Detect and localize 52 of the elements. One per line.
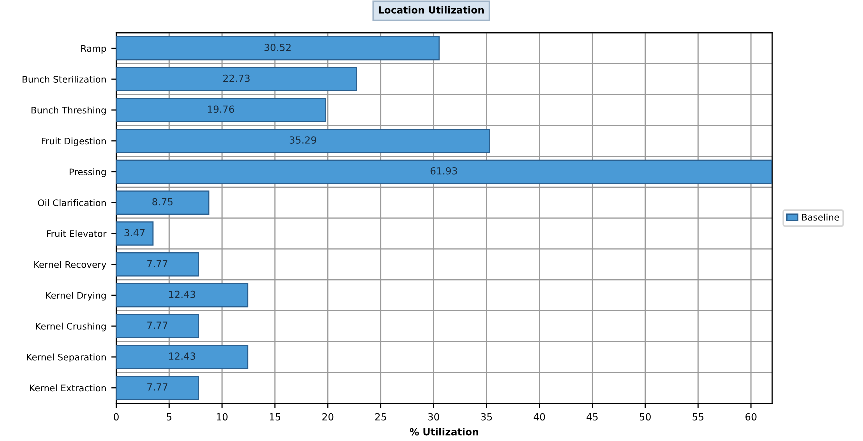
x-tick-label: 55 xyxy=(692,414,704,421)
data-label: 8.75 xyxy=(152,198,173,206)
x-tick-label: 60 xyxy=(746,413,757,421)
y-tick-label: Kernel Crushing xyxy=(36,322,106,332)
x-tick-label: 10 xyxy=(217,413,228,421)
x-tick-label: 5 xyxy=(167,414,172,421)
bar xyxy=(116,345,249,370)
bar xyxy=(116,67,358,92)
bar xyxy=(116,160,772,184)
y-tick-label: Fruit Elevator xyxy=(47,230,107,238)
bar xyxy=(116,252,200,277)
y-tick-label: Fruit Digestion xyxy=(42,138,106,146)
bar xyxy=(116,283,249,308)
x-tick-label: 45 xyxy=(586,414,598,421)
bar xyxy=(116,36,440,61)
bar xyxy=(116,222,154,246)
x-tick-label: 30 xyxy=(428,413,440,421)
x-tick-label: 50 xyxy=(640,413,651,421)
data-label: 7.77 xyxy=(148,260,168,268)
data-label: 19.76 xyxy=(208,106,234,114)
bar xyxy=(116,376,200,400)
y-tick-label: Kernel Separation xyxy=(27,354,106,363)
bar xyxy=(116,128,490,154)
y-tick-label: Kernel Extraction xyxy=(30,384,106,392)
bar xyxy=(116,98,326,122)
legend-label: Baseline xyxy=(802,214,840,221)
x-tick-label: 25 xyxy=(376,413,386,421)
chart-title: Location Utilization xyxy=(379,6,484,14)
data-label: 35.29 xyxy=(290,136,316,144)
y-tick-label: Bunch Threshing xyxy=(32,106,106,116)
y-tick-label: Kernel Recovery xyxy=(34,261,107,270)
y-tick-label: Ramp xyxy=(82,45,106,54)
y-tick-label: Kernel Drying xyxy=(46,292,106,301)
data-label: 30.52 xyxy=(264,44,291,52)
data-label: 12.43 xyxy=(169,290,196,298)
data-label: 61.93 xyxy=(430,167,458,175)
x-tick-label: 20 xyxy=(322,413,334,421)
y-tick-label: Bunch Sterilization xyxy=(22,76,106,83)
x-tick-label: 35 xyxy=(481,413,492,421)
data-label: 7.77 xyxy=(148,384,168,391)
data-label: 7.77 xyxy=(148,322,168,330)
y-tick-label: Pressing xyxy=(70,168,106,178)
data-label: 22.73 xyxy=(224,74,250,82)
data-label: 3.47 xyxy=(124,229,145,237)
data-label: 12.43 xyxy=(169,352,196,360)
y-tick-label: Oil Clarification xyxy=(38,199,106,206)
x-axis-title: % Utilization xyxy=(410,428,478,436)
x-tick-label: 40 xyxy=(534,413,546,421)
bar xyxy=(116,314,200,338)
x-tick-label: 15 xyxy=(270,414,281,421)
x-tick-label: 0 xyxy=(114,413,119,421)
bar xyxy=(116,190,210,215)
